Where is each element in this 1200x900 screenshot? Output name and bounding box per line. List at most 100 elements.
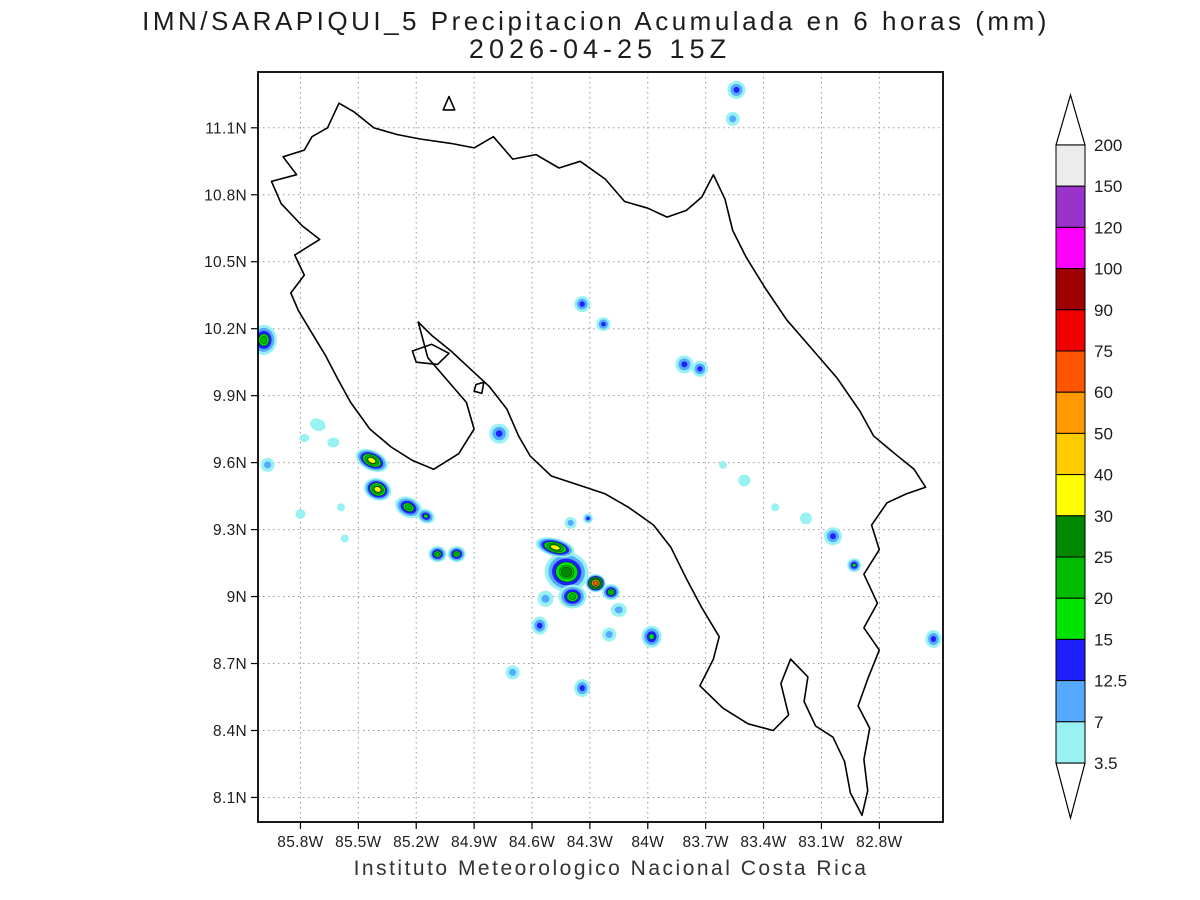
figure-footer: Instituto Meteorologico Nacional Costa R… [354,857,869,880]
precip-cell [537,590,554,607]
axis-ticks [251,127,880,829]
longitude-tick-label: 84.6W [509,834,555,851]
precip-cell [355,448,388,472]
precip-cell [310,418,326,431]
colorbar-band [1055,721,1086,764]
precip-cell [800,512,812,525]
island-outline [411,343,450,366]
colorbar-overflow-up-arrow [1055,92,1086,146]
colorbar-level-label: 120 [1094,218,1122,237]
precip-cell [574,679,591,698]
colorbar-band [1055,680,1086,723]
precip-cell [544,551,589,593]
colorbar-band [1055,391,1086,434]
precip-cell [602,584,621,601]
latitude-tick-label: 10.5N [204,254,247,271]
precip-cell [641,625,662,648]
precip-cell [738,474,751,487]
grid-lines [258,72,943,822]
colorbar-band [1055,185,1086,228]
precip-cell [337,503,345,512]
latitude-tick-label: 8.4N [213,723,247,740]
precip-cell [363,478,392,501]
precip-cell [295,509,306,519]
precip-cell [602,627,617,642]
precip-cell [771,503,780,512]
longitude-axis-labels: 85.8W 85.5W 85.2W 84.9W 84.6W 84.3W 84W 83.7W 83… [277,834,902,851]
precip-cell [395,496,422,519]
colorbar-band [1055,597,1086,640]
colorbar-band [1055,309,1086,352]
precip-cell [824,527,842,546]
precip-cell [675,355,694,374]
precip-cell [428,546,447,563]
precip-cell [340,534,349,543]
coastline-path [270,102,927,817]
colorbar-band [1055,556,1086,599]
precip-cell [574,296,591,313]
colorbar-level-label: 90 [1094,301,1113,320]
longitude-tick-label: 84.9W [451,834,497,851]
precip-cell [558,584,587,609]
precip-cell [583,513,593,524]
precipitation-shading [258,80,942,698]
precip-cell [535,537,575,558]
island-outline [442,95,456,111]
longitude-tick-label: 85.5W [335,834,381,851]
colorbar-level-label: 40 [1094,466,1113,485]
precip-cell [596,317,611,332]
longitude-tick-label: 83.7W [683,834,729,851]
colorbar-level-label: 12.5 [1094,672,1127,691]
colorbar-band [1055,226,1086,270]
precip-cell [327,437,340,448]
latitude-tick-label: 9.9N [213,388,247,405]
precip-cell [719,460,727,469]
latitude-tick-label: 9.3N [213,522,247,539]
precip-cell [260,457,275,472]
precip-cell [610,602,627,617]
colorbar-level-label: 150 [1094,177,1122,196]
colorbar-level-label: 200 [1094,136,1122,155]
precip-cell [531,616,548,635]
colorbar-band [1055,638,1086,682]
precip-cell [564,516,577,529]
precip-cell [417,508,435,524]
colorbar-level-label: 50 [1094,424,1113,443]
colorbar-level-label: 30 [1094,507,1113,526]
longitude-tick-label: 82.8W [856,834,902,851]
colorbar-level-label: 25 [1094,548,1113,567]
latitude-tick-label: 9N [227,589,247,606]
colorbar-band [1055,474,1086,517]
colorbar-band [1055,515,1086,558]
precip-cell [691,360,708,377]
colorbar-band [1055,432,1086,476]
precipitation-colorbar: 200 150 120 100 90 75 60 50 40 30 25 20 15 12.5 7 3.5 [1055,92,1127,821]
precip-cell [925,630,942,648]
colorbar-level-label: 3.5 [1094,754,1118,773]
colorbar-level-label: 100 [1094,260,1122,279]
precip-cell [258,324,277,355]
latitude-tick-label: 10.8N [204,187,247,204]
island-outline [473,381,485,395]
longitude-tick-label: 84W [631,834,664,851]
colorbar-band [1055,144,1086,187]
precip-cell [847,558,862,573]
precip-cell [727,80,746,99]
figure-subtitle: 2026-04-25 15Z [469,34,731,64]
colorbar-level-label: 75 [1094,342,1113,361]
costa-rica-coastline [270,95,927,817]
latitude-tick-label: 8.1N [213,790,247,807]
longitude-tick-label: 84.3W [567,834,613,851]
colorbar-level-label: 15 [1094,630,1113,649]
precip-cell [489,423,510,444]
figure-title: IMN/SARAPIQUI_5 Precipitacion Acumulada … [142,6,1050,36]
precip-cell [299,434,310,443]
precip-cell [447,546,466,563]
colorbar-level-label: 20 [1094,589,1113,608]
longitude-tick-label: 85.8W [277,834,323,851]
precip-cell [585,574,606,593]
latitude-axis-labels: 11.1N 10.8N 10.5N 10.2N 9.9N 9.6N 9.3N 9N 8.7N 8.… [204,120,247,807]
colorbar-level-label: 7 [1094,713,1103,732]
